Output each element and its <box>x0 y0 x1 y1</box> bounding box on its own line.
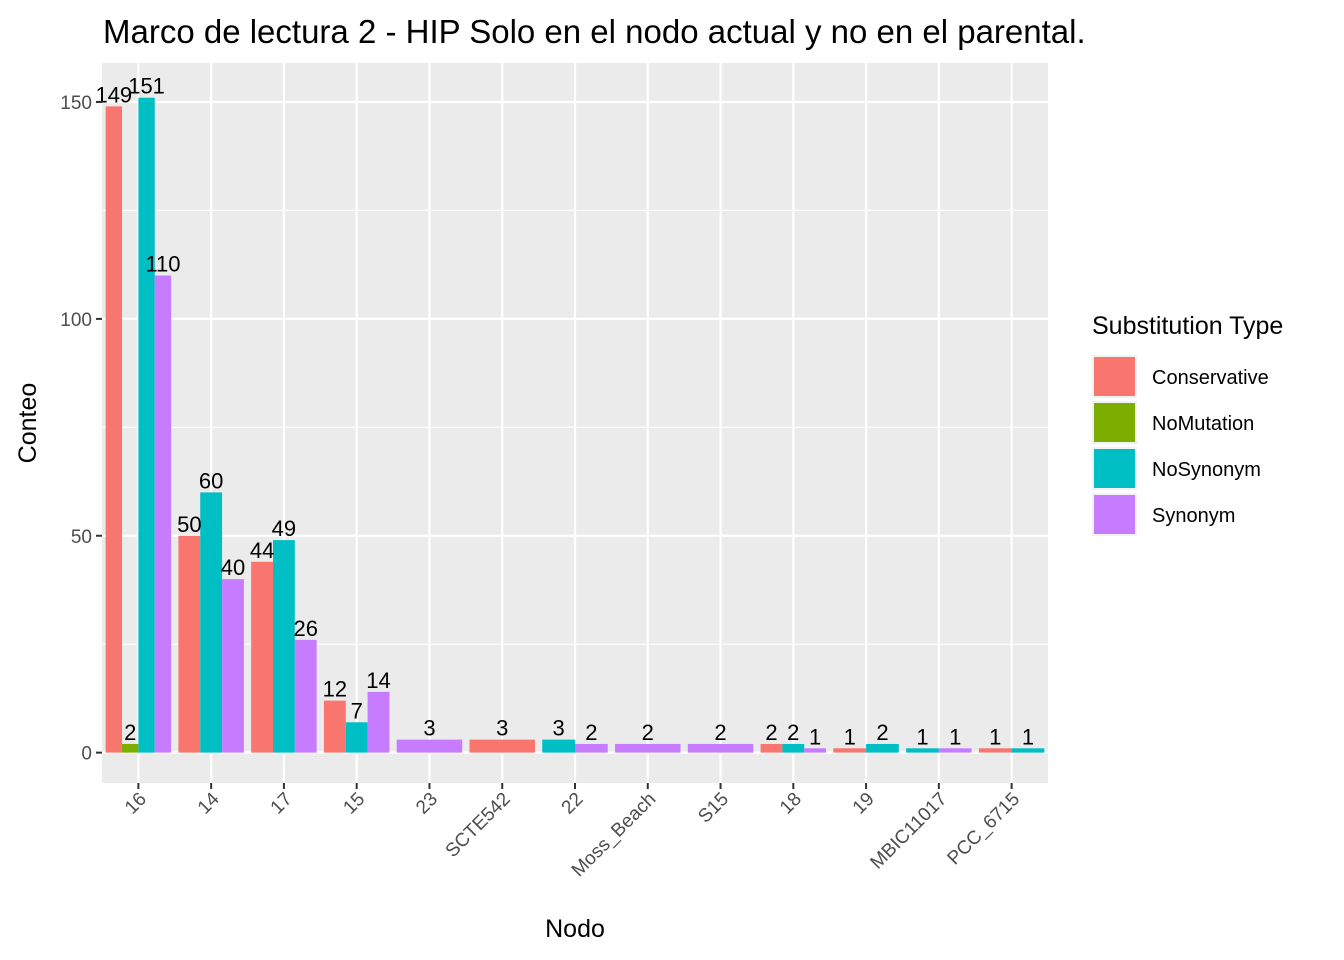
bar <box>833 748 867 753</box>
bar <box>906 748 939 753</box>
data-label: 7 <box>351 698 363 723</box>
legend-key <box>1094 449 1135 488</box>
bar <box>251 561 274 753</box>
x-tick-label: 22 <box>558 789 588 819</box>
legend: Substitution Type Conservative NoMutation… <box>1092 312 1283 536</box>
data-label: 110 <box>145 252 180 277</box>
x-tick-label: 15 <box>339 789 369 819</box>
data-label: 60 <box>199 468 223 493</box>
data-label: 149 <box>95 82 132 107</box>
data-label: 2 <box>585 720 597 745</box>
data-label: 40 <box>221 555 245 580</box>
data-label: 3 <box>553 716 565 741</box>
data-label: 14 <box>366 668 390 693</box>
data-label: 1 <box>989 724 1001 749</box>
bar <box>804 748 827 753</box>
bar <box>978 748 1012 753</box>
x-tick-label: 19 <box>849 789 879 819</box>
y-tick-label: 100 <box>60 310 92 331</box>
y-tick-label: 50 <box>71 527 92 548</box>
data-label: 2 <box>714 720 726 745</box>
data-label: 2 <box>787 720 799 745</box>
legend-key <box>1094 357 1135 396</box>
data-label: 49 <box>272 516 296 541</box>
data-label: 151 <box>128 74 165 99</box>
data-label: 1 <box>844 724 856 749</box>
data-label: 2 <box>876 720 888 745</box>
bar <box>323 700 346 753</box>
legend-title: Substitution Type <box>1092 312 1283 340</box>
data-label: 3 <box>423 716 435 741</box>
data-label: 2 <box>124 720 136 745</box>
bar <box>105 106 123 753</box>
bar <box>866 743 899 753</box>
x-tick-label: PCC_6715 <box>944 789 1025 870</box>
chart-title: Marco de lectura 2 - HIP Solo en el nodo… <box>103 13 1086 50</box>
legend-label: Synonym <box>1152 505 1235 527</box>
bar <box>345 722 368 753</box>
data-label: 1 <box>1022 724 1034 749</box>
data-label: 2 <box>642 720 654 745</box>
y-tick-label: 150 <box>60 93 92 114</box>
data-label: 2 <box>765 720 777 745</box>
bar <box>542 739 575 753</box>
data-label: 3 <box>496 716 508 741</box>
y-axis: 0 50 100 150 <box>60 93 102 765</box>
y-axis-title: Conteo <box>14 383 42 464</box>
bar <box>154 275 172 753</box>
x-tick-label: 14 <box>194 788 224 818</box>
data-label: 1 <box>809 724 821 749</box>
x-tick-label: 16 <box>121 789 151 819</box>
data-label: 12 <box>323 677 347 702</box>
bar <box>782 743 805 753</box>
x-tick-label: 18 <box>776 789 806 819</box>
legend-label: NoMutation <box>1152 413 1254 435</box>
bar <box>273 540 295 753</box>
bar <box>396 739 463 753</box>
data-label: 1 <box>949 724 961 749</box>
x-tick-label: S15 <box>694 789 733 828</box>
x-tick-label: SCTE542 <box>442 789 515 862</box>
x-tick-label: MBIC11017 <box>867 789 952 874</box>
x-tick-label: 17 <box>267 789 297 819</box>
legend-label: NoSynonym <box>1152 459 1261 481</box>
bar <box>367 691 390 753</box>
legend-key <box>1094 495 1135 534</box>
data-label: 1 <box>916 724 928 749</box>
bar <box>1011 748 1045 753</box>
bar <box>222 579 244 753</box>
x-axis-title: Nodo <box>545 915 605 943</box>
x-tick-label: 23 <box>412 789 442 819</box>
bar <box>200 492 223 753</box>
legend-key <box>1094 403 1135 442</box>
y-tick-label: 0 <box>81 744 92 765</box>
bar <box>294 639 317 753</box>
bar <box>178 535 201 753</box>
bar <box>615 743 681 753</box>
data-label: 50 <box>177 512 201 537</box>
bars <box>105 97 1045 753</box>
bar <box>138 97 155 753</box>
bar <box>938 748 972 753</box>
bar <box>760 743 783 753</box>
bar <box>469 739 535 753</box>
bar <box>575 743 608 753</box>
data-label: 26 <box>294 616 318 641</box>
bar <box>687 743 754 753</box>
data-label: 44 <box>250 538 274 563</box>
legend-label: Conservative <box>1152 367 1269 389</box>
bar <box>122 743 139 753</box>
